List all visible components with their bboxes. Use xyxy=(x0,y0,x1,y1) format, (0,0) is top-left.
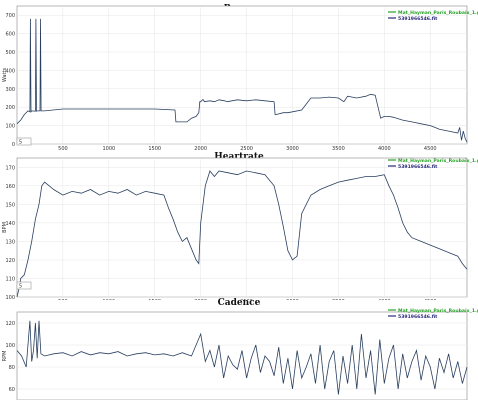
x-tick-label: 3000 xyxy=(286,146,299,150)
y-axis-label: Watts xyxy=(2,68,8,83)
zoom-reset-label: 5 xyxy=(19,140,22,146)
y-tick-label: 0 xyxy=(12,142,15,148)
legend-entry: Mat_Hayman_Paris_Roubaix_1.gpx xyxy=(398,10,478,16)
y-tick-label: 700 xyxy=(5,13,15,19)
x-tick-label: 3500 xyxy=(332,146,345,150)
legend-entry: 5391966546.fit xyxy=(398,16,438,22)
x-tick-label: 4000 xyxy=(378,146,391,150)
legend-entry: 5391966546.fit xyxy=(398,314,438,320)
power-chart[interactable]: 0 100 200 300 400 500 600 700 500 1000 1500 2000 250… xyxy=(0,0,478,150)
cadence-chart[interactable]: 60 80 100 120 RPM Mat_Hayman_Paris_Roubaix_1.… xyxy=(0,296,478,400)
x-tick-label: 2500 xyxy=(240,146,253,150)
heartrate-chart[interactable]: 100 110 120 130 140 150 160 170 500 1000 1500 2000 2… xyxy=(0,150,478,300)
y-tick-label: 200 xyxy=(5,105,15,111)
series-line xyxy=(16,170,468,298)
y-tick-label: 160 xyxy=(5,184,15,190)
plot-area xyxy=(16,311,468,400)
zoom-reset-box xyxy=(16,281,32,290)
heartrate-panel: Heartrate 100110120130140150160170500100… xyxy=(0,150,478,300)
y-tick-label: 150 xyxy=(5,202,15,208)
zoom-reset-button[interactable]: 5 xyxy=(16,137,32,146)
series-line xyxy=(16,18,468,143)
x-tick-label: 3500 xyxy=(332,299,345,300)
y-tick-label: 120 xyxy=(5,321,15,327)
x-tick-label: 500 xyxy=(58,299,68,300)
zoom-reset-label: 5 xyxy=(19,284,22,290)
y-tick-label: 170 xyxy=(5,165,15,171)
y-tick-label: 100 xyxy=(5,124,15,130)
y-tick-label: 300 xyxy=(5,87,15,93)
plot-area xyxy=(16,5,468,145)
legend-entry: Mat_Hayman_Paris_Roubaix_1.gpx xyxy=(398,158,478,164)
y-tick-label: 130 xyxy=(5,239,15,245)
zoom-reset-button[interactable]: 5 xyxy=(16,281,32,290)
x-tick-label: 4500 xyxy=(424,146,437,150)
legend-entry: Mat_Hayman_Paris_Roubaix_1.gpx xyxy=(398,308,478,314)
x-tick-label: 2500 xyxy=(240,299,253,300)
power-panel: Power 0100200300400500600700500100015002… xyxy=(0,0,478,150)
x-tick-label: 1000 xyxy=(102,146,115,150)
x-tick-label: 500 xyxy=(58,146,68,150)
y-tick-label: 400 xyxy=(5,68,15,74)
plot-area xyxy=(16,157,468,298)
x-tick-label: 1500 xyxy=(148,299,161,300)
x-tick-label: 4000 xyxy=(378,299,391,300)
y-tick-label: 600 xyxy=(5,32,15,38)
x-tick-label: 1000 xyxy=(102,299,115,300)
y-tick-label: 100 xyxy=(5,343,15,349)
y-axis-label: RPM xyxy=(2,351,8,362)
cadence-panel: Cadence 60 80 100 120 RPM Mat_Hayman_Paris_Ro… xyxy=(0,296,478,400)
legend-entry: 5391966546.fit xyxy=(398,164,438,170)
series-line xyxy=(16,320,468,395)
y-tick-label: 500 xyxy=(5,50,15,56)
x-tick-label: 2000 xyxy=(194,146,207,150)
x-tick-label: 1500 xyxy=(148,146,161,150)
y-tick-label: 140 xyxy=(5,221,15,227)
cadence-title: Cadence xyxy=(217,298,261,308)
y-tick-label: 60 xyxy=(9,387,15,393)
y-axis-label: BPM xyxy=(2,222,8,233)
y-tick-label: 120 xyxy=(5,258,15,264)
x-tick-label: 3000 xyxy=(286,299,299,300)
x-tick-label: 2000 xyxy=(194,299,207,300)
zoom-reset-box xyxy=(16,137,32,146)
y-tick-label: 80 xyxy=(9,365,15,371)
y-tick-label: 100 xyxy=(5,295,15,300)
y-tick-label: 110 xyxy=(5,276,15,282)
x-tick-label: 4500 xyxy=(424,299,437,300)
heartrate-title: Heartrate xyxy=(214,152,264,162)
